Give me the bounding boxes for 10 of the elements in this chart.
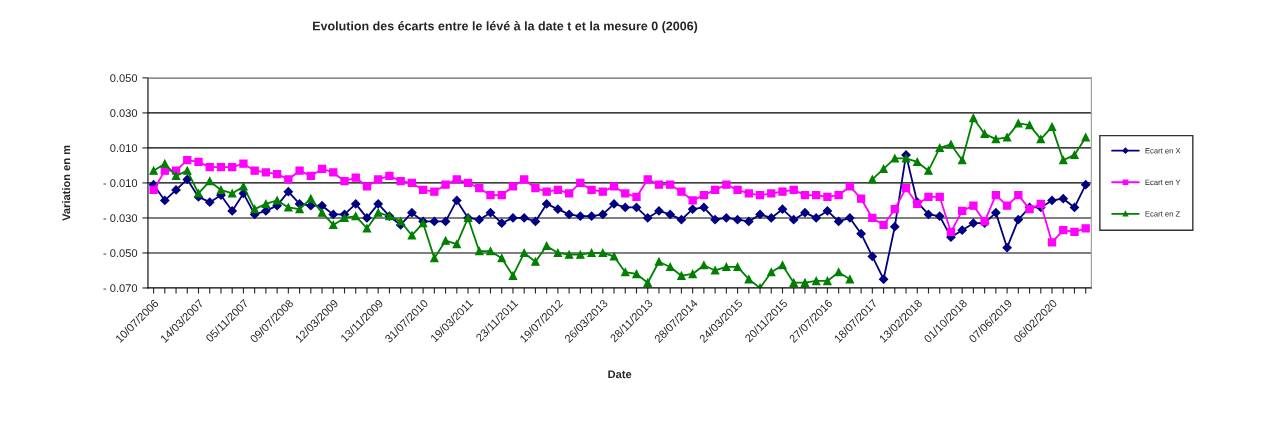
y-tick-label: 0.050: [110, 74, 138, 83]
y-tick-label: 0.030: [110, 109, 138, 118]
y-tick-label: - 0.050: [103, 249, 138, 258]
y-tick-label: 0.010: [110, 144, 138, 153]
y-tick-label: - 0.010: [103, 179, 138, 188]
y-tick-label: - 0.070: [103, 284, 138, 293]
y-tick-label: - 0.030: [103, 214, 138, 223]
x-axis-title: Date: [608, 370, 632, 379]
chart-title: Evolution des écarts entre le lévé à la date t et la mesure 0 (2006): [313, 21, 698, 33]
y-axis-title: Variation en m: [62, 145, 71, 221]
